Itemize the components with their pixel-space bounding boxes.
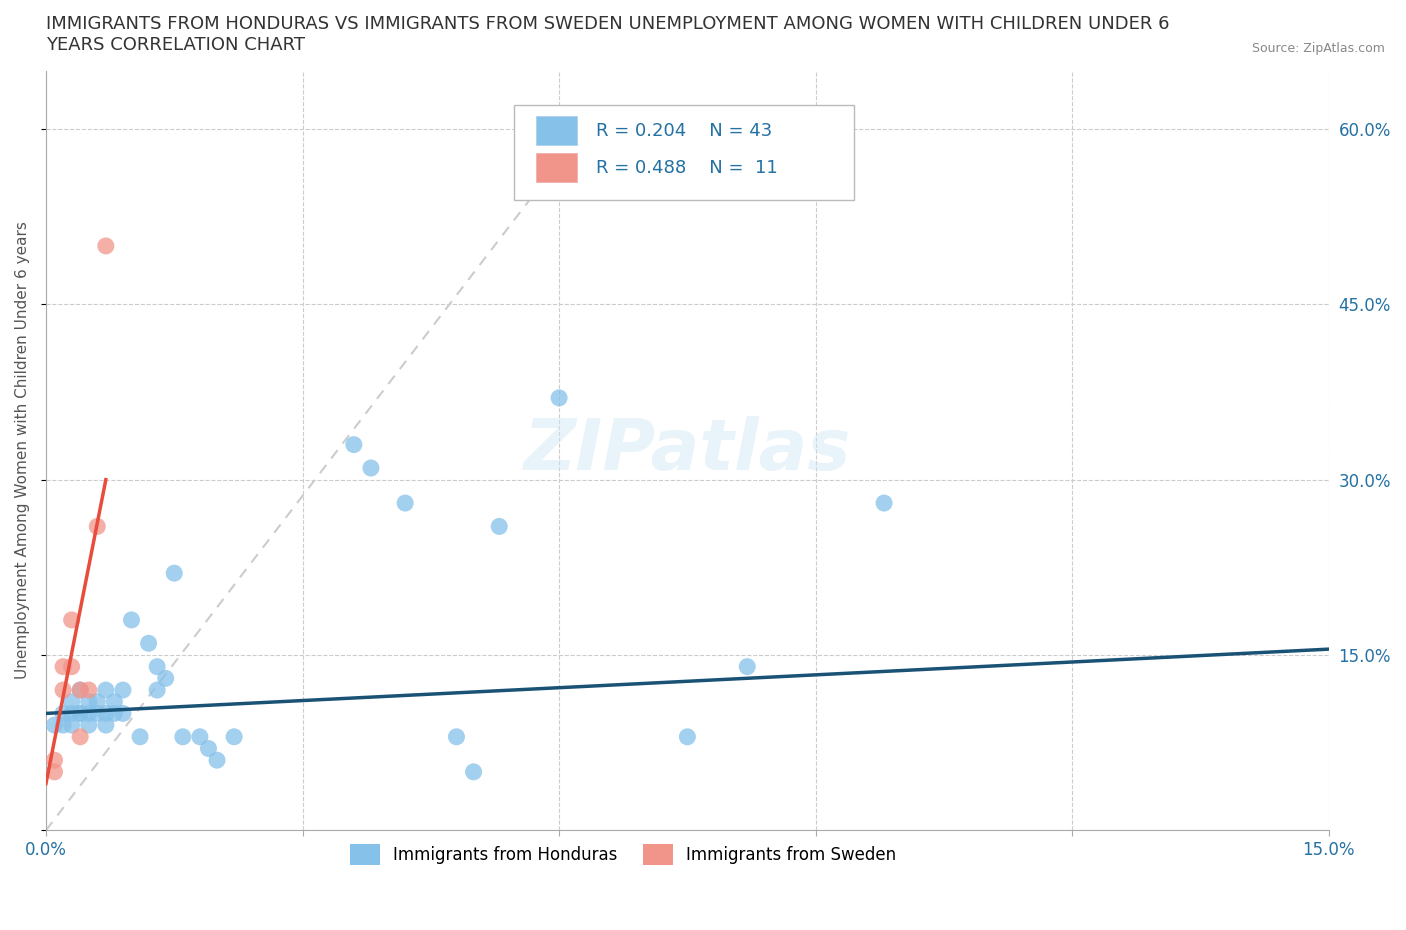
Point <box>69 683 91 698</box>
Text: IMMIGRANTS FROM HONDURAS VS IMMIGRANTS FROM SWEDEN UNEMPLOYMENT AMONG WOMEN WITH: IMMIGRANTS FROM HONDURAS VS IMMIGRANTS F… <box>46 15 1170 54</box>
Point <box>121 613 143 628</box>
Point <box>52 706 75 721</box>
Point <box>86 706 108 721</box>
Point <box>360 460 382 475</box>
Point <box>146 659 169 674</box>
Text: R = 0.204    N = 43: R = 0.204 N = 43 <box>596 122 772 140</box>
Text: Source: ZipAtlas.com: Source: ZipAtlas.com <box>1251 42 1385 55</box>
Point <box>44 764 66 779</box>
Point <box>60 613 83 628</box>
Point <box>155 671 177 685</box>
Point <box>488 519 510 534</box>
Point <box>446 729 468 744</box>
Point <box>94 238 117 253</box>
Point <box>77 718 100 733</box>
Point <box>60 718 83 733</box>
FancyBboxPatch shape <box>536 153 576 182</box>
Point <box>94 706 117 721</box>
Point <box>44 718 66 733</box>
Point <box>548 391 571 405</box>
Point <box>394 496 416 511</box>
Point <box>873 496 896 511</box>
Point <box>129 729 152 744</box>
Point <box>69 706 91 721</box>
Text: ZIPatlas: ZIPatlas <box>523 416 851 485</box>
Point <box>463 764 485 779</box>
Point <box>111 683 134 698</box>
Point <box>77 695 100 710</box>
Point <box>69 706 91 721</box>
Text: R = 0.488    N =  11: R = 0.488 N = 11 <box>596 159 778 177</box>
Point <box>52 718 75 733</box>
Point <box>343 437 366 452</box>
Point <box>69 683 91 698</box>
Point <box>60 659 83 674</box>
Point <box>69 729 91 744</box>
Point <box>111 706 134 721</box>
Point <box>94 683 117 698</box>
Point <box>77 683 100 698</box>
Point <box>44 752 66 767</box>
Point <box>205 752 228 767</box>
Point <box>86 695 108 710</box>
FancyBboxPatch shape <box>515 105 853 200</box>
Point <box>146 683 169 698</box>
Point <box>172 729 194 744</box>
Legend: Immigrants from Honduras, Immigrants from Sweden: Immigrants from Honduras, Immigrants fro… <box>343 838 903 871</box>
Point <box>60 695 83 710</box>
Point <box>676 729 699 744</box>
Point <box>52 683 75 698</box>
Point <box>224 729 246 744</box>
Point <box>138 636 160 651</box>
Point <box>94 718 117 733</box>
Point <box>52 659 75 674</box>
Point <box>103 695 125 710</box>
Point <box>163 565 186 580</box>
Point <box>735 659 758 674</box>
Y-axis label: Unemployment Among Women with Children Under 6 years: Unemployment Among Women with Children U… <box>15 221 30 680</box>
Point <box>77 706 100 721</box>
Point <box>103 706 125 721</box>
Point <box>197 741 219 756</box>
Point <box>60 706 83 721</box>
FancyBboxPatch shape <box>536 116 576 145</box>
Point <box>86 519 108 534</box>
Point <box>188 729 211 744</box>
